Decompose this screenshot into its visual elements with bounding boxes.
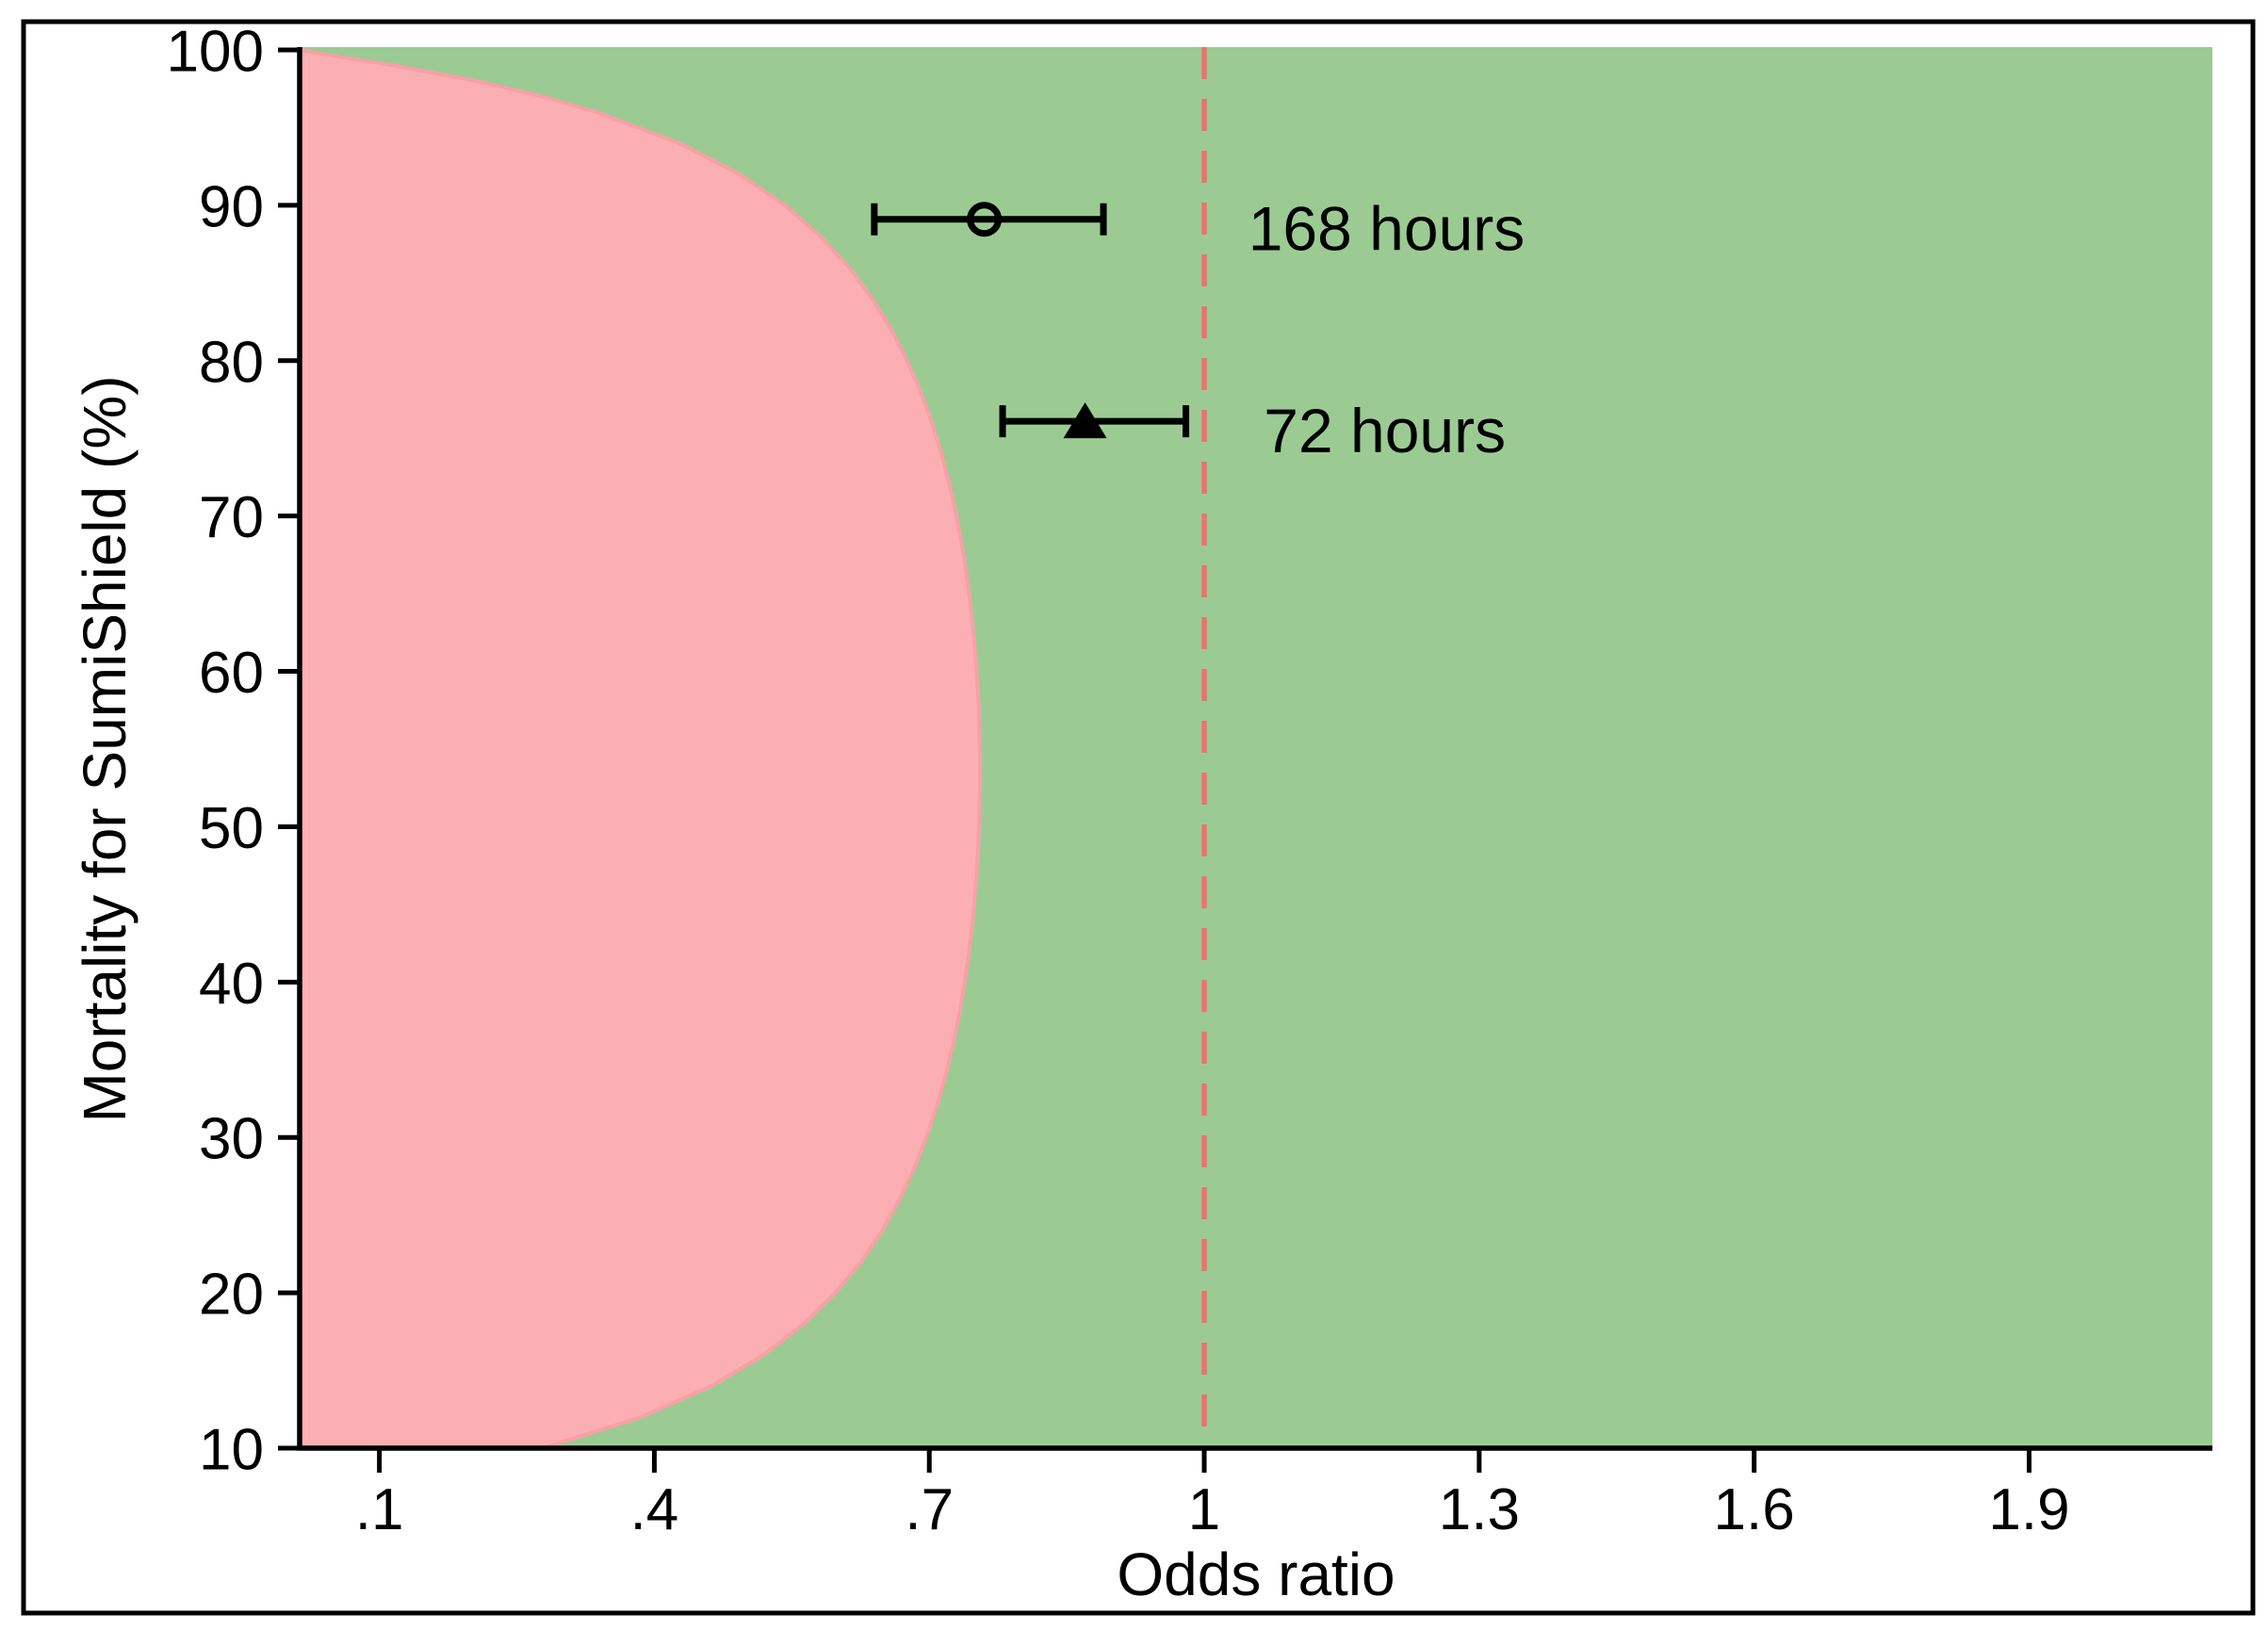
y-tick-label: 20 <box>199 1263 264 1328</box>
figure-border <box>21 19 2256 1616</box>
series-label: 72 hours <box>1264 396 1506 465</box>
series-label: 168 hours <box>1248 194 1526 264</box>
x-tick-label: .4 <box>630 1477 679 1542</box>
open-circle-marker <box>967 202 1003 237</box>
x-tick-label: 1 <box>1188 1477 1220 1542</box>
x-tick-label: .7 <box>905 1477 954 1542</box>
y-tick-label: 30 <box>199 1107 264 1172</box>
y-tick-label: 70 <box>199 485 264 550</box>
y-tick-label: 100 <box>167 20 264 85</box>
y-tick-label: 60 <box>199 641 264 706</box>
inferiority-region <box>300 47 981 1448</box>
x-tick-label: 1.6 <box>1714 1477 1795 1542</box>
y-tick-label: 10 <box>199 1418 264 1483</box>
y-axis-title: Mortality for SumiShield (%) <box>71 375 139 1122</box>
y-tick-label: 90 <box>199 174 264 239</box>
y-tick-label: 50 <box>199 796 264 861</box>
x-tick-label: .1 <box>355 1477 404 1542</box>
y-tick-label: 40 <box>199 952 264 1017</box>
x-axis-title: Odds ratio <box>1117 1540 1395 1608</box>
inferiority-boundary-curve <box>299 48 983 1450</box>
x-tick-label: 1.3 <box>1439 1477 1520 1542</box>
y-tick-label: 80 <box>199 330 264 395</box>
x-tick-label: 1.9 <box>1988 1477 2069 1542</box>
filled-triangle-marker <box>1063 402 1107 439</box>
